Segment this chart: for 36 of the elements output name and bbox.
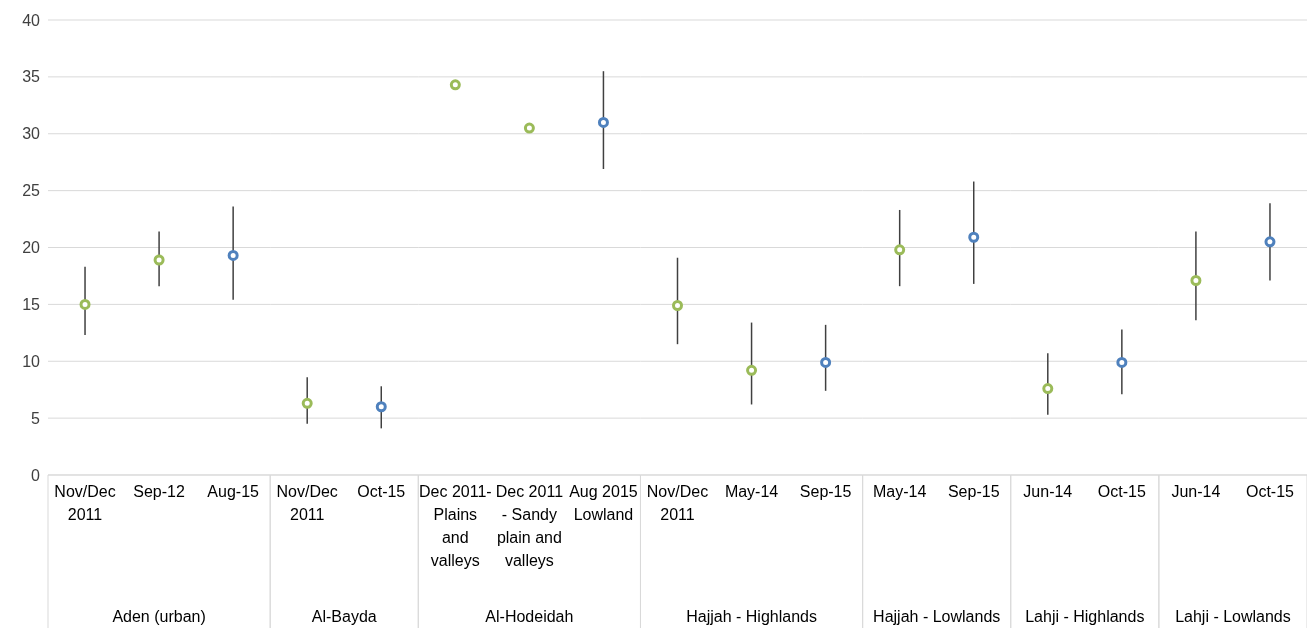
x-tick-label: Dec 2011-Plains and valleys bbox=[419, 483, 492, 569]
text: Lahji - Lowlands bbox=[1175, 608, 1291, 625]
text: Lahji - Highlands bbox=[1025, 608, 1145, 625]
x-tick-label: Oct-15 bbox=[1245, 483, 1295, 500]
x-tick-label: Nov/Dec 2011 bbox=[54, 483, 116, 523]
y-tick-label: 15 bbox=[22, 295, 41, 313]
x-tick-label: Oct-15 bbox=[1097, 483, 1146, 500]
text: Al-Bayda bbox=[311, 608, 377, 625]
x-tick-label: Jun-14 bbox=[1171, 483, 1221, 500]
y-tick-label: 20 bbox=[22, 239, 41, 257]
text: Al-Hodeidah bbox=[485, 608, 574, 625]
x-tick-label: Sep-12 bbox=[133, 483, 185, 500]
y-tick-label: 10 bbox=[22, 352, 41, 370]
x-tick-label: Aug-15 bbox=[207, 483, 260, 500]
y-tick-label: 30 bbox=[22, 125, 41, 143]
x-tick-label: May-14 bbox=[873, 483, 927, 500]
x-tick-label: Sep-15 bbox=[947, 483, 1000, 500]
y-tick-label: 5 bbox=[31, 409, 41, 427]
point bbox=[79, 298, 91, 310]
x-tick-label: May-14 bbox=[724, 483, 779, 500]
x-tick-label: Nov/Dec 2011 bbox=[646, 483, 709, 523]
text: Aden (urban) bbox=[112, 608, 206, 625]
x-tick-label: Oct-15 bbox=[357, 483, 406, 500]
point bbox=[153, 254, 165, 266]
y-tick-label: 25 bbox=[22, 182, 41, 200]
text: Hajjah - Lowlands bbox=[873, 608, 1001, 625]
y-tick-label: 40 bbox=[22, 11, 41, 29]
x-tick-label: Jun-14 bbox=[1023, 483, 1073, 500]
x-tick-label: Aug 2015 Lowland bbox=[569, 483, 638, 523]
x-tick-label: Sep-15 bbox=[799, 483, 852, 500]
x-tick-label: Nov/Dec 2011 bbox=[276, 483, 338, 523]
y-tick-label: 0 bbox=[31, 466, 41, 484]
text: Hajjah - Highlands bbox=[686, 608, 817, 625]
x-tick-label: Dec 2011 - Sandy plain and valleys bbox=[495, 483, 564, 569]
y-tick-label: 35 bbox=[22, 68, 41, 86]
point bbox=[227, 249, 239, 261]
